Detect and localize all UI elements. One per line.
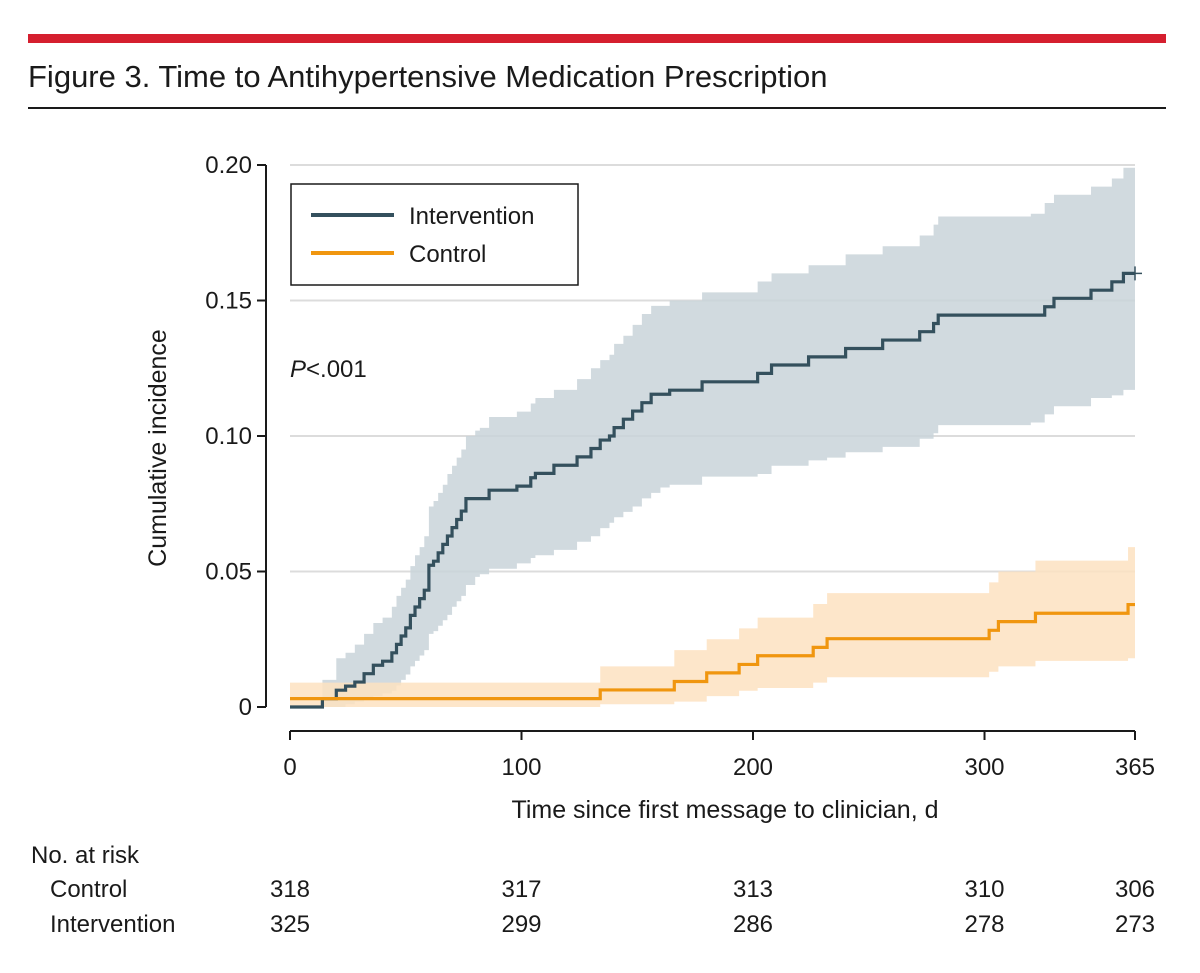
- risk-value-intervention: 325: [270, 911, 310, 938]
- risk-row-label-intervention: Intervention: [50, 911, 175, 938]
- risk-value-control: 317: [501, 876, 541, 903]
- accent-bar: [28, 34, 1166, 43]
- risk-table-title: No. at risk: [31, 842, 140, 869]
- incidence-curves: [290, 266, 1142, 709]
- ci-band-intervention: [290, 167, 1135, 707]
- legend: Intervention Control: [290, 183, 579, 286]
- y-tick-label: 0.20: [205, 152, 252, 179]
- x-tick-label: 300: [964, 754, 1004, 781]
- risk-value-control: 310: [964, 876, 1004, 903]
- title-rule: [28, 107, 1166, 109]
- risk-value-intervention: 286: [733, 911, 773, 938]
- risk-value-intervention: 273: [1115, 911, 1155, 938]
- p-value-text: <.001: [306, 356, 367, 383]
- axes: [257, 164, 1136, 740]
- p-value-annotation: P<.001: [290, 356, 367, 383]
- x-tick-label: 200: [733, 754, 773, 781]
- legend-box: [290, 183, 579, 286]
- legend-label-control: Control: [409, 241, 486, 268]
- y-tick-label: 0: [239, 694, 252, 721]
- y-axis-title: Cumulative incidence: [144, 329, 172, 567]
- y-tick-label: 0.05: [205, 559, 252, 586]
- legend-label-intervention: Intervention: [409, 203, 534, 230]
- x-tick-label: 100: [501, 754, 541, 781]
- risk-values: 318 317 313 310 306 325 299 286 278 273: [270, 876, 1155, 938]
- ci-band-control: [290, 547, 1135, 707]
- risk-table: No. at risk Control Intervention 318 317 3…: [31, 842, 1155, 938]
- risk-value-control: 318: [270, 876, 310, 903]
- x-tick-label: 0: [283, 754, 296, 781]
- risk-value-intervention: 278: [964, 911, 1004, 938]
- x-tick-label: 365: [1115, 754, 1155, 781]
- p-value-italic: P: [290, 356, 306, 383]
- risk-row-label-control: Control: [50, 876, 127, 903]
- risk-value-control: 313: [733, 876, 773, 903]
- risk-value-control: 306: [1115, 876, 1155, 903]
- curve-control: [290, 602, 1135, 701]
- tick-labels: 0 0.05 0.10 0.15 0.20 0 100 200 300 365: [205, 152, 1155, 781]
- confidence-bands: [290, 167, 1135, 707]
- risk-value-intervention: 299: [501, 911, 541, 938]
- figure-title: Figure 3. Time to Antihypertensive Medic…: [28, 59, 828, 94]
- x-axis-title: Time since first message to clinician, d: [511, 796, 938, 824]
- y-tick-label: 0.15: [205, 288, 252, 315]
- censor-marker: [1128, 266, 1142, 281]
- y-tick-label: 0.10: [205, 423, 252, 450]
- curve-intervention: [290, 271, 1135, 709]
